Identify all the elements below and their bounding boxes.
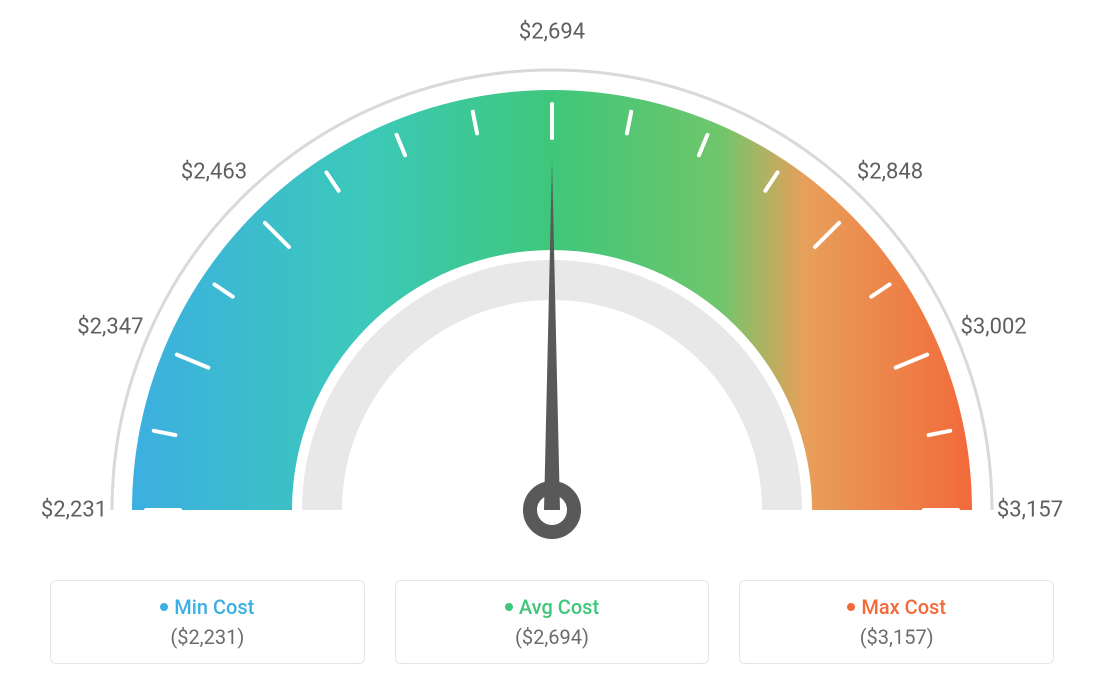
gauge-scale-label: $2,347 (77, 315, 143, 340)
legend-title-avg: Avg Cost (406, 595, 699, 619)
legend-value-avg: ($2,694) (406, 625, 699, 649)
gauge-scale-label: $2,694 (519, 20, 585, 45)
legend-title-min: Min Cost (61, 595, 354, 619)
legend-card-avg: Avg Cost ($2,694) (395, 580, 710, 664)
gauge-area: $2,231 $2,347 $2,463 $2,694 $2,848 $3,002 $3,1… (0, 0, 1104, 560)
legend-card-min: Min Cost ($2,231) (50, 580, 365, 664)
dot-icon (160, 603, 168, 611)
gauge-scale-label: $3,002 (961, 315, 1027, 340)
gauge-scale-label: $3,157 (997, 498, 1063, 523)
legend-title-max: Max Cost (750, 595, 1043, 619)
gauge-chart-container: $2,231 $2,347 $2,463 $2,694 $2,848 $3,002 $3,1… (0, 0, 1104, 690)
legend-title-avg-text: Avg Cost (519, 595, 599, 619)
dot-icon (505, 603, 513, 611)
gauge-scale-label: $2,463 (181, 160, 247, 185)
dot-icon (847, 603, 855, 611)
legend-row: Min Cost ($2,231) Avg Cost ($2,694) Max … (50, 580, 1054, 664)
legend-value-min: ($2,231) (61, 625, 354, 649)
gauge-svg (0, 0, 1104, 560)
legend-title-max-text: Max Cost (861, 595, 946, 619)
gauge-scale-label: $2,848 (857, 160, 923, 185)
legend-title-min-text: Min Cost (174, 595, 254, 619)
legend-value-max: ($3,157) (750, 625, 1043, 649)
gauge-scale-label: $2,231 (41, 498, 107, 523)
legend-card-max: Max Cost ($3,157) (739, 580, 1054, 664)
